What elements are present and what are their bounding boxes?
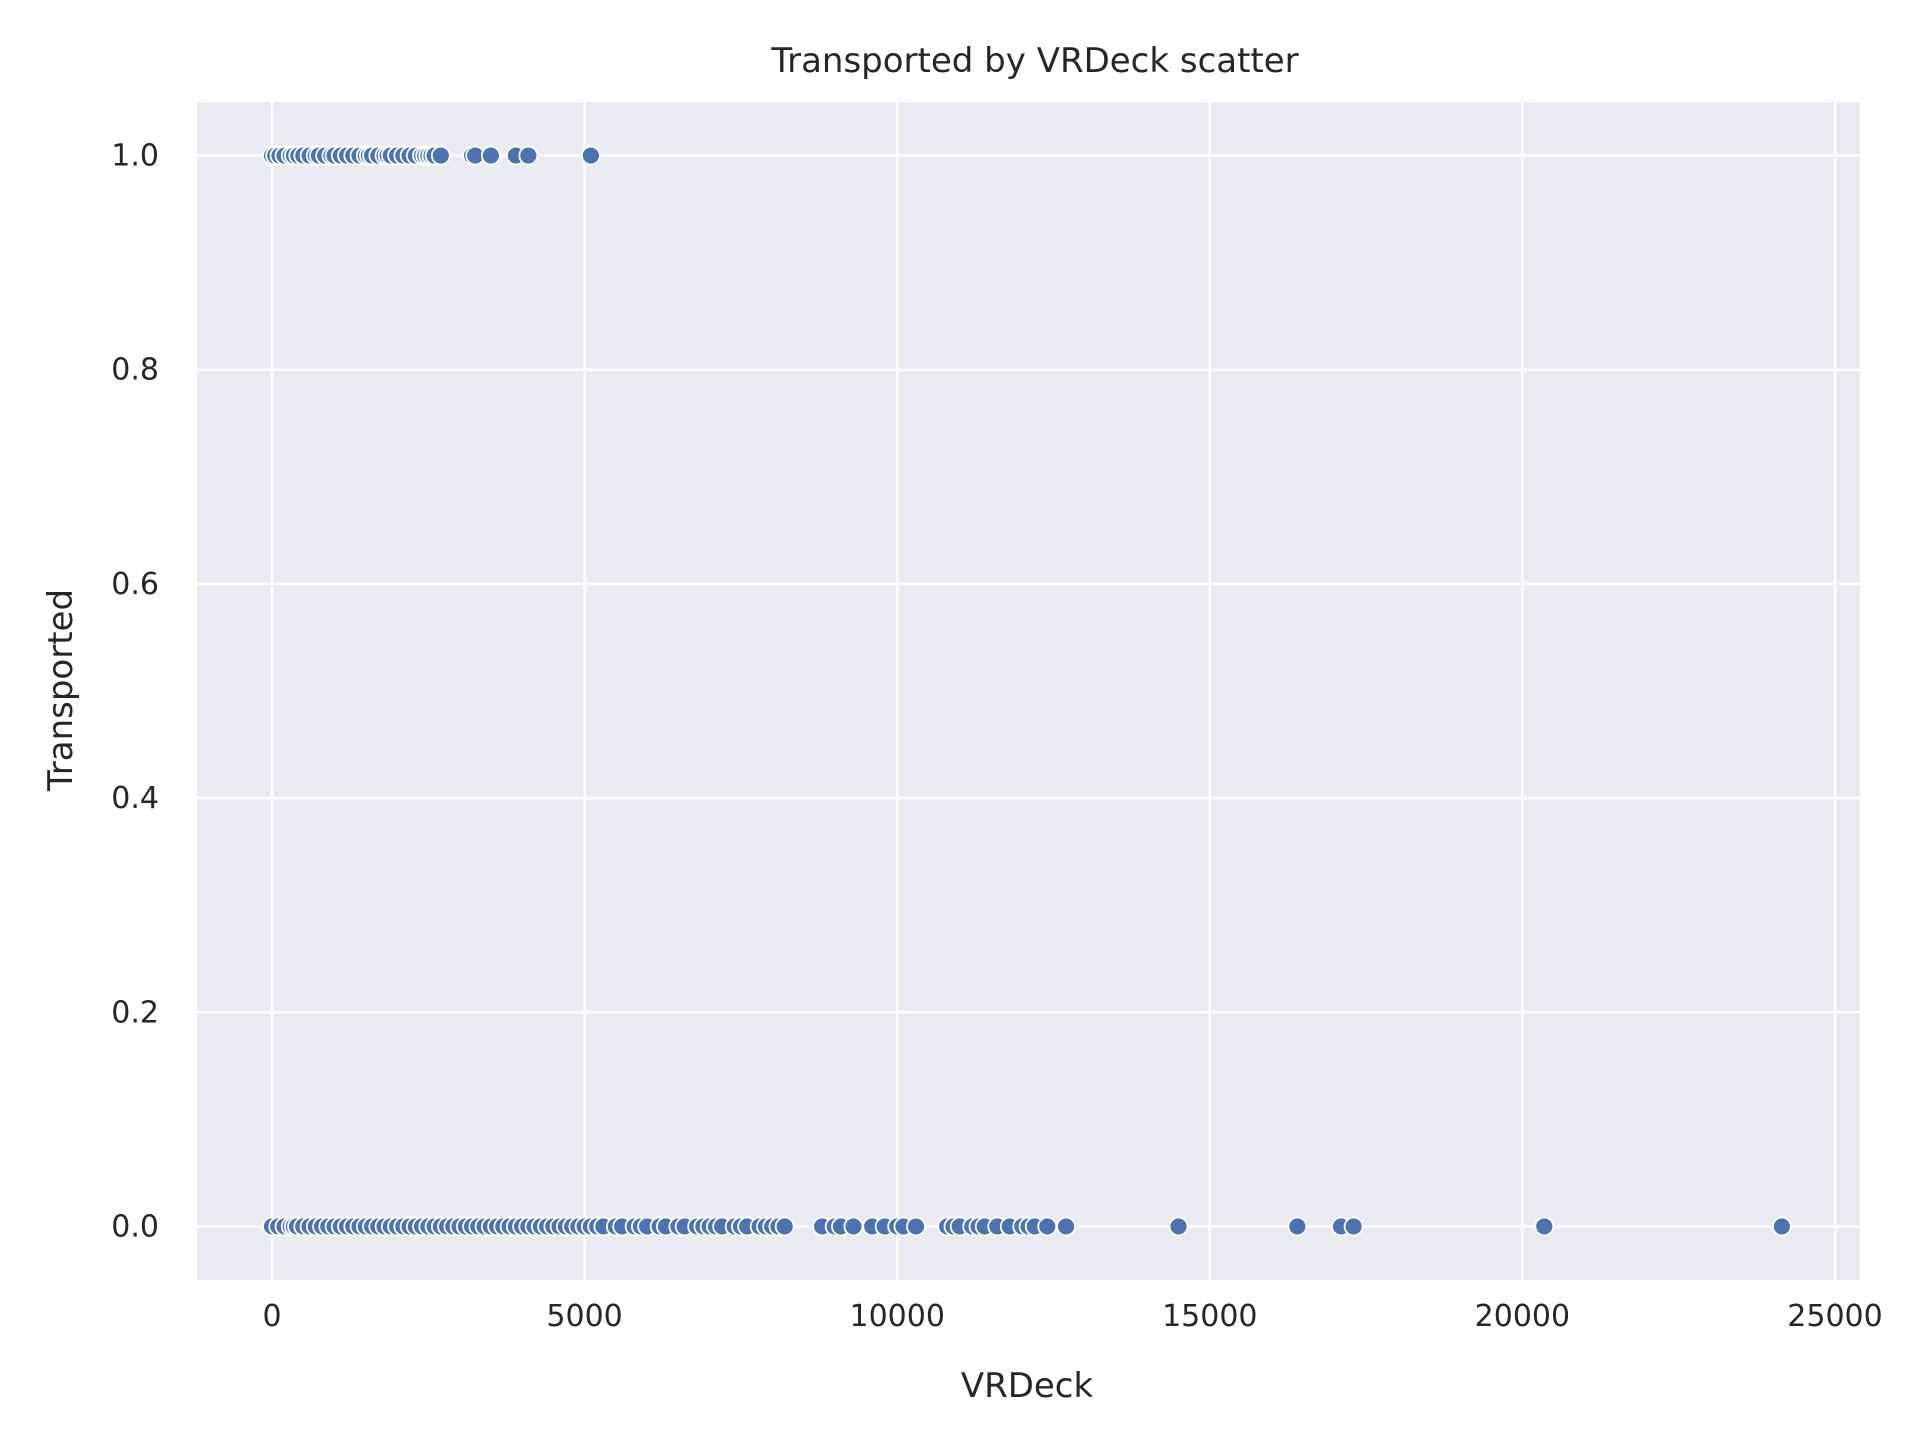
data-point	[774, 1216, 795, 1237]
data-point	[1056, 1216, 1076, 1237]
x-tick-label: 20000	[1475, 1299, 1570, 1334]
data-point	[480, 145, 501, 166]
y-tick-label: 0.0	[111, 1209, 159, 1244]
y-tick-label: 0.2	[111, 995, 159, 1030]
y-tick-label: 0.8	[111, 353, 159, 388]
data-point	[1343, 1216, 1364, 1237]
data-point	[1771, 1216, 1792, 1237]
y-axis-ticks: 0.0 0.2 0.4 0.6 0.8 1.0	[111, 139, 159, 1245]
data-point	[1287, 1216, 1308, 1237]
y-axis-label: Transported	[41, 589, 81, 792]
x-axis-label: VRDeck	[961, 1366, 1094, 1406]
y-tick-label: 0.4	[111, 781, 159, 816]
chart-title: Transported by VRDeck scatter	[770, 41, 1298, 81]
data-point	[906, 1216, 926, 1237]
x-tick-label: 0	[262, 1299, 281, 1334]
plot-area	[197, 102, 1860, 1280]
y-tick-label: 0.6	[111, 567, 159, 602]
data-point	[1534, 1216, 1555, 1237]
x-tick-label: 25000	[1787, 1299, 1882, 1334]
data-point	[430, 145, 451, 166]
data-point	[1037, 1216, 1058, 1237]
data-point	[1168, 1216, 1189, 1237]
data-point	[580, 145, 601, 166]
x-tick-label: 10000	[849, 1299, 944, 1334]
y-tick-label: 1.0	[111, 139, 159, 174]
data-points	[262, 145, 1792, 1237]
x-axis-ticks: 0 5000 10000 15000 20000 25000	[262, 1299, 1882, 1334]
x-tick-label: 5000	[546, 1299, 622, 1334]
data-point	[518, 145, 539, 166]
x-tick-label: 15000	[1162, 1299, 1257, 1334]
data-point	[843, 1216, 864, 1237]
